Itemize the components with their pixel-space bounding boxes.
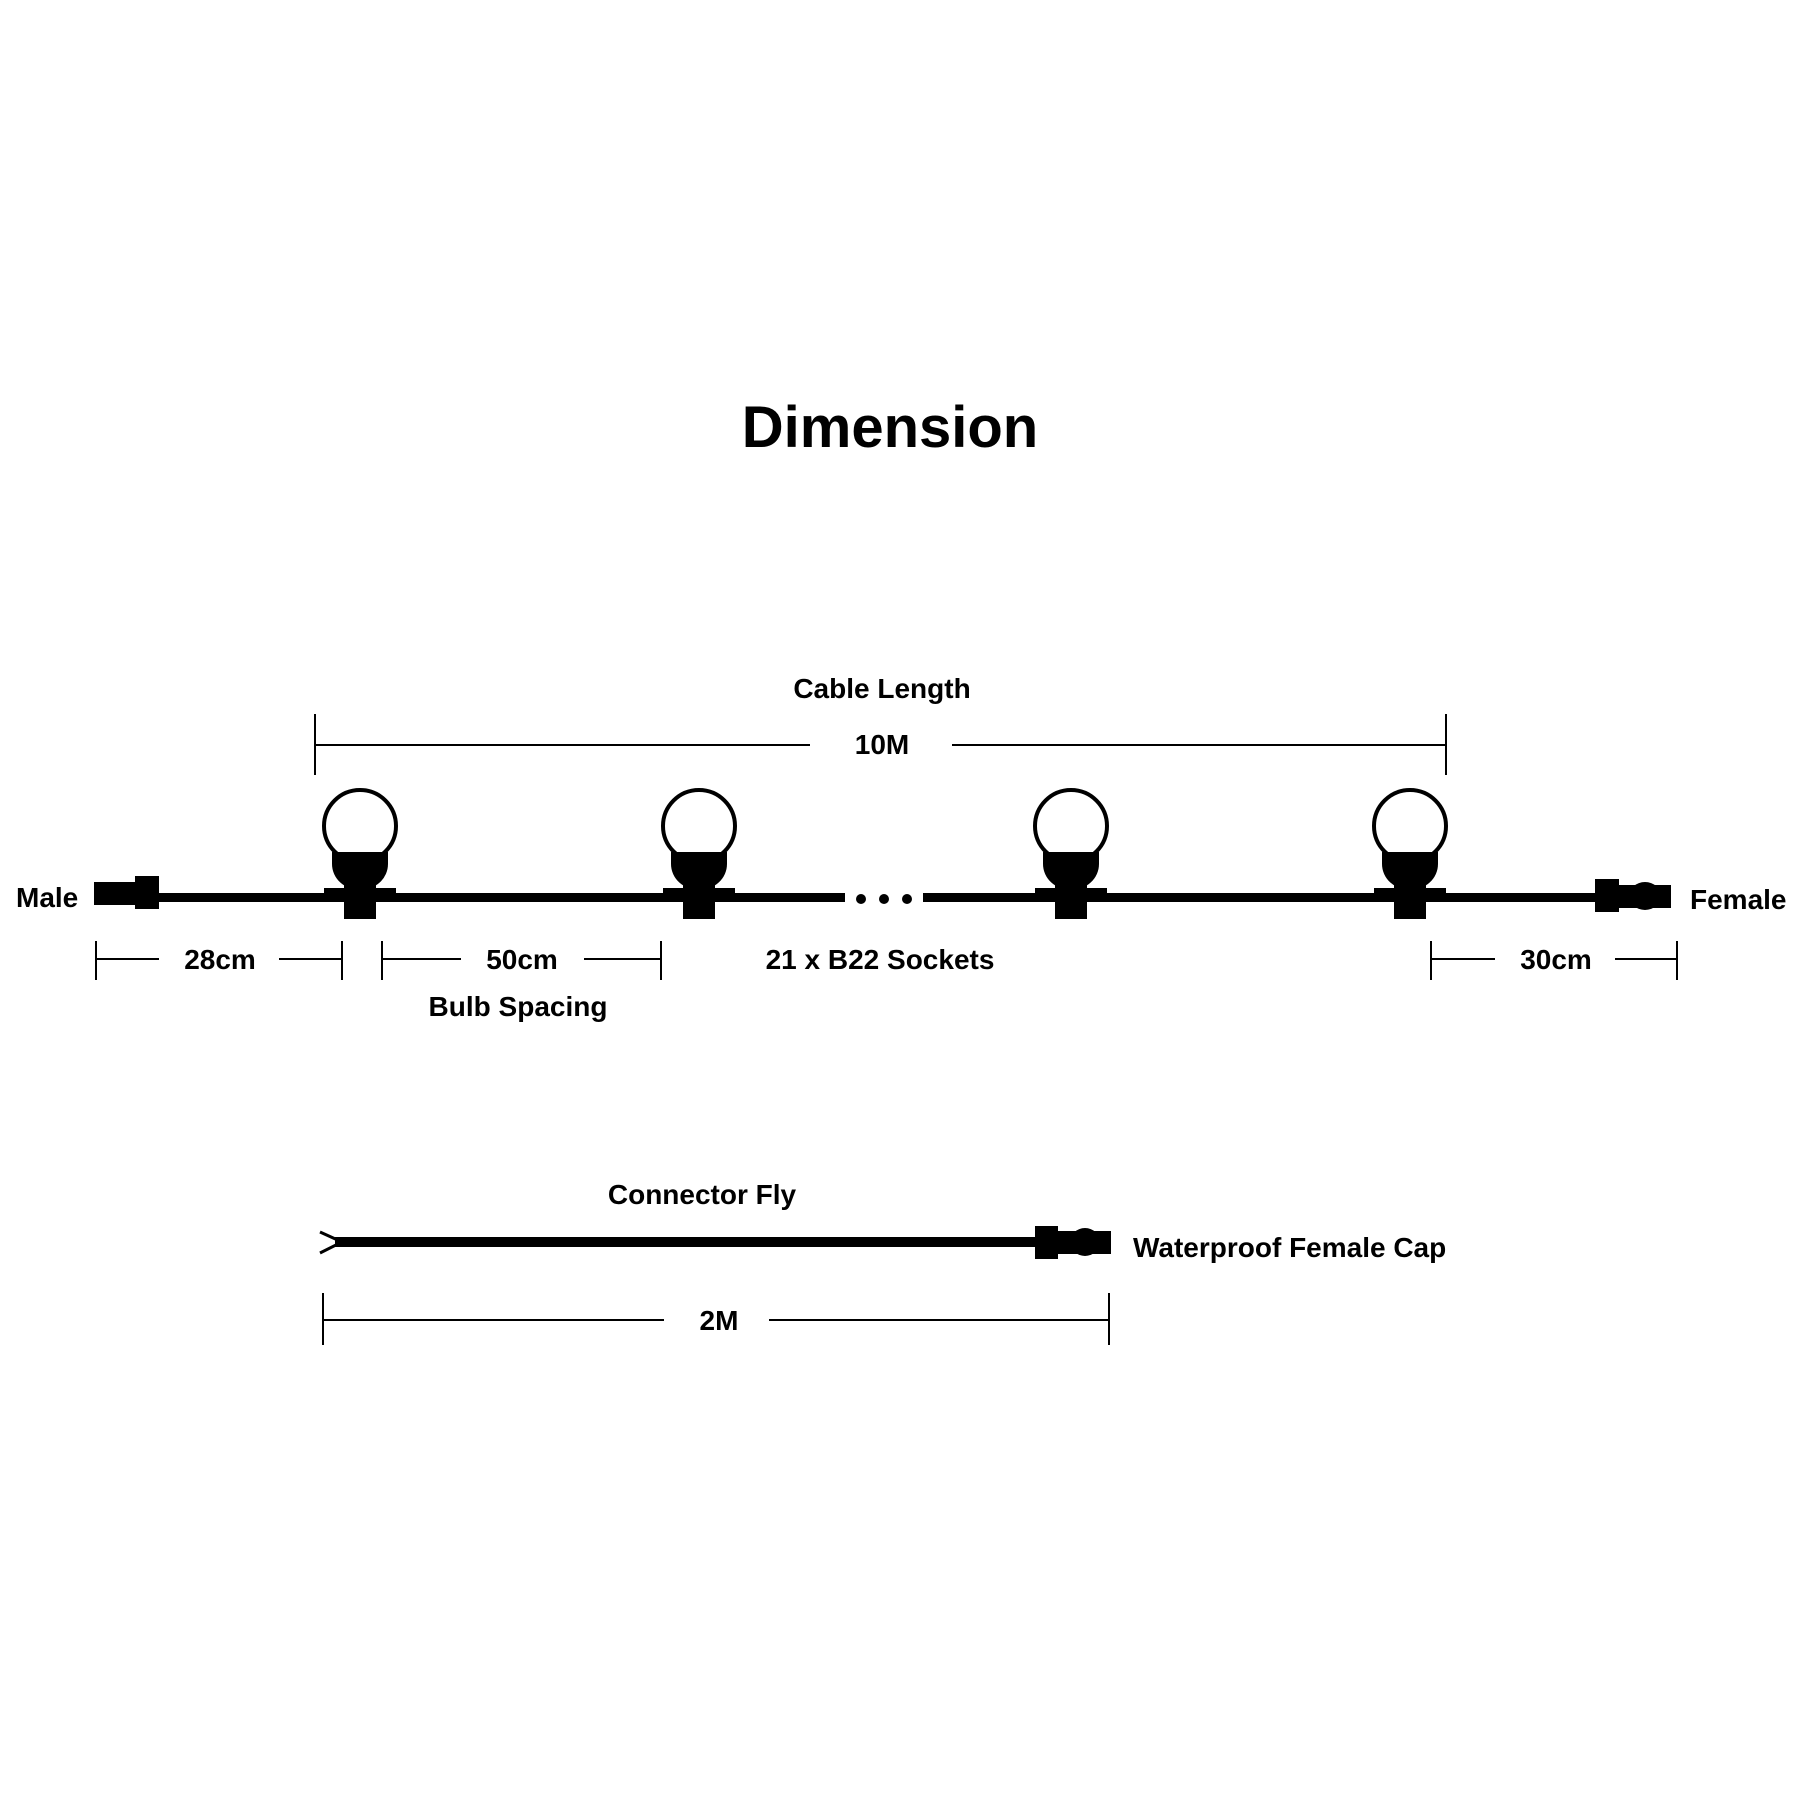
lead-female-value: 30cm (1520, 944, 1592, 975)
lead-male-value: 28cm (184, 944, 256, 975)
connector-fly-cable (319, 1226, 1111, 1259)
cable-length-value: 10M (855, 729, 909, 760)
lead-dimension-lines (95, 941, 1678, 980)
female-plug-icon (1595, 879, 1671, 912)
bulb-socket-icon (1033, 788, 1109, 919)
main-cable (158, 893, 1598, 904)
bulb-socket-icon (322, 788, 398, 919)
female-label: Female (1690, 884, 1787, 915)
page-title: Dimension (742, 395, 1039, 460)
bulb-socket-icon (661, 788, 737, 919)
waterproof-cap-label: Waterproof Female Cap (1133, 1232, 1446, 1263)
bulb-spacing-label: Bulb Spacing (429, 991, 608, 1022)
male-label: Male (16, 882, 78, 913)
cable-length-dimension-line (314, 714, 1447, 775)
connector-fly-label: Connector Fly (608, 1179, 797, 1210)
cable-length-label: Cable Length (793, 673, 970, 704)
bulb-spacing-value: 50cm (486, 944, 558, 975)
connector-fly-length: 2M (700, 1305, 739, 1336)
sockets-label: 21 x B22 Sockets (766, 944, 995, 975)
connector-fly-dimension-line (322, 1293, 1110, 1345)
bulb-socket-icon (1372, 788, 1448, 919)
male-plug-icon (94, 876, 159, 909)
